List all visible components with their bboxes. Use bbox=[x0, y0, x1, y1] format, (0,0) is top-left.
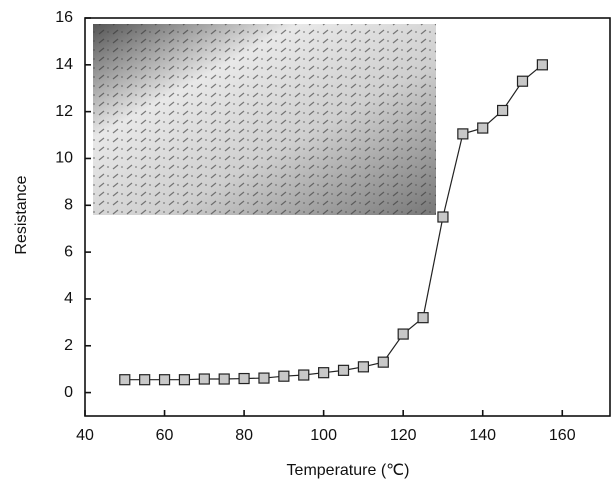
data-point bbox=[337, 364, 350, 376]
x-tick-label: 80 bbox=[235, 427, 253, 444]
data-point bbox=[298, 369, 310, 381]
y-tick-label: 12 bbox=[55, 103, 73, 120]
y-tick-label: 6 bbox=[64, 243, 73, 260]
data-point bbox=[119, 374, 131, 386]
data-point bbox=[437, 211, 449, 223]
data-point bbox=[198, 373, 210, 385]
plot-frame bbox=[84, 17, 611, 417]
x-tick-label: 60 bbox=[156, 427, 174, 444]
series-line bbox=[124, 64, 543, 381]
x-tick-label: 40 bbox=[76, 427, 94, 444]
y-tick-label: 16 bbox=[55, 9, 73, 26]
data-point bbox=[218, 373, 230, 385]
y-tick-label: 4 bbox=[64, 290, 73, 307]
data-point bbox=[417, 312, 429, 324]
x-tick-label: 100 bbox=[310, 427, 337, 444]
data-point bbox=[516, 75, 529, 87]
y-axis-label: Resistance bbox=[13, 175, 30, 254]
data-point bbox=[178, 374, 191, 386]
y-tick-label: 10 bbox=[55, 150, 73, 167]
data-point bbox=[318, 367, 330, 379]
x-axis-label: Temperature (℃) bbox=[287, 462, 410, 479]
data-point bbox=[377, 356, 389, 368]
data-point bbox=[258, 372, 270, 384]
y-tick-label: 2 bbox=[64, 337, 73, 354]
inset-micrograph bbox=[93, 24, 436, 215]
data-point bbox=[457, 128, 469, 140]
data-point bbox=[139, 374, 151, 386]
x-tick-label: 120 bbox=[390, 427, 417, 444]
y-tick-label: 14 bbox=[55, 56, 73, 73]
data-point bbox=[477, 122, 489, 134]
data-point bbox=[158, 374, 171, 386]
x-tick-label: 140 bbox=[469, 427, 496, 444]
y-tick-label: 8 bbox=[64, 197, 73, 214]
data-point bbox=[238, 372, 250, 385]
data-point bbox=[497, 104, 509, 117]
data-point bbox=[397, 328, 409, 340]
x-tick-label: 160 bbox=[549, 427, 576, 444]
data-point bbox=[357, 361, 370, 373]
data-point bbox=[278, 370, 290, 382]
y-tick-label: 0 bbox=[64, 384, 73, 401]
data-point bbox=[536, 59, 548, 71]
